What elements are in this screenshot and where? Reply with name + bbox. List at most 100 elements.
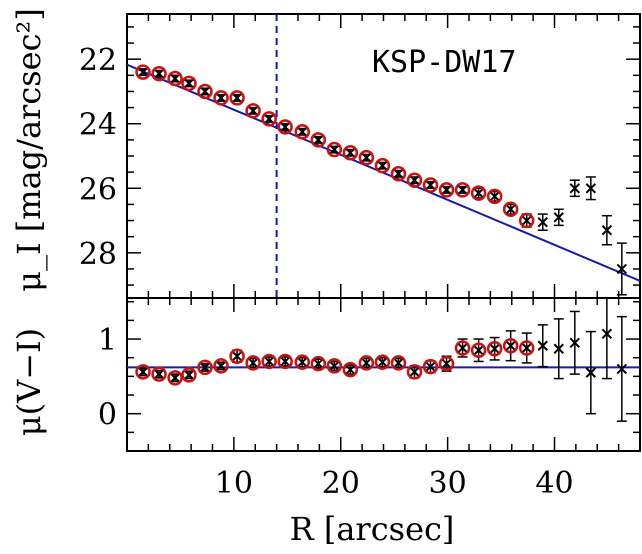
top-cross-marker [297, 126, 308, 138]
x-tick-label: 10 [215, 466, 253, 501]
top-cross-marker [263, 113, 275, 125]
top-circle-marker [151, 65, 167, 82]
bottom-data-group [127, 298, 640, 422]
top-cross-marker [361, 152, 372, 163]
top-cross-marker [425, 179, 436, 191]
bottom-cross-marker [425, 361, 436, 372]
bottom-circle-marker [470, 342, 487, 358]
top-circle-marker [502, 201, 519, 217]
bottom-circle-marker [406, 364, 423, 380]
bottom-circle-marker [438, 355, 455, 372]
bottom-cross-marker [297, 356, 308, 368]
bottom-cross-marker [585, 367, 597, 378]
top-y-tick-label: 24 [79, 108, 117, 143]
bottom-cross-marker [457, 342, 468, 354]
bottom-panel: 0 1 10 20 30 40 [98, 298, 641, 501]
top-y-tick-label: 22 [79, 43, 117, 78]
top-circle-marker [135, 64, 151, 80]
bottom-cross-marker [521, 342, 532, 354]
top-circle-marker [245, 103, 261, 119]
top-circle-marker [374, 157, 391, 174]
bottom-cross-marker [215, 360, 227, 372]
bottom-cross-marker [137, 366, 149, 378]
top-cross-marker [377, 160, 388, 171]
top-circle-marker [261, 111, 277, 127]
top-panel: 22 24 26 28 [79, 14, 641, 298]
top-cross-marker [409, 174, 420, 186]
bottom-circle-marker [374, 354, 391, 370]
top-cross-marker [569, 183, 581, 194]
bottom-cross-marker [231, 351, 243, 362]
top-circle-marker [358, 149, 375, 166]
bottom-cross-marker [279, 356, 291, 367]
x-tick-label: 40 [535, 466, 573, 501]
bottom-circle-marker [326, 358, 343, 374]
bottom-cross-marker [393, 357, 404, 369]
top-circle-marker [213, 90, 229, 106]
top-cross-marker [441, 184, 452, 196]
bottom-circle-marker [486, 341, 503, 357]
top-cross-marker [199, 86, 211, 97]
bottom-cross-marker [377, 356, 388, 368]
top-cross-marker [231, 92, 243, 104]
top-y-axis-label-text: μ_I [mag/arcsec²] [10, 8, 48, 292]
top-cross-marker [601, 225, 613, 236]
top-cross-marker [505, 204, 516, 215]
bottom-y-tick-label: 0 [98, 398, 117, 433]
x-tick-label: 30 [429, 466, 467, 501]
top-circle-marker [181, 75, 197, 92]
top-cross-marker [585, 183, 597, 194]
bottom-circle-marker [261, 353, 277, 370]
bottom-cross-marker [169, 372, 181, 384]
bottom-cross-marker [345, 364, 356, 375]
bottom-cross-marker [505, 340, 516, 351]
top-cross-marker [215, 92, 227, 104]
top-y-axis-label: μ_I [mag/arcsec²] [10, 8, 48, 292]
top-y-tick-label: 26 [79, 172, 117, 207]
top-circle-marker [422, 177, 439, 193]
bottom-circle-marker [310, 355, 327, 372]
chart-title: KSP-DW17 [372, 45, 517, 80]
bottom-circle-marker [294, 354, 311, 370]
bottom-cross-marker [361, 357, 372, 369]
top-circle-marker [310, 132, 327, 148]
top-cross-marker [183, 78, 195, 89]
bottom-y-axis-label-text: μ(V−I) [10, 328, 48, 436]
top-cross-marker [279, 121, 291, 133]
top-cross-marker [537, 216, 548, 228]
bottom-cross-marker [329, 360, 340, 372]
bottom-circle-marker [167, 370, 183, 386]
bottom-circle-marker [502, 338, 519, 354]
top-data-group [127, 63, 640, 296]
bottom-cross-marker [409, 366, 420, 378]
bottom-y-axis-label: μ(V−I) [10, 328, 48, 436]
bottom-cross-marker [247, 357, 259, 369]
bottom-cross-marker [199, 362, 211, 373]
bottom-circle-marker [518, 340, 535, 356]
bottom-circle-marker [151, 366, 167, 382]
bottom-circle-marker [181, 367, 197, 383]
bottom-circle-marker [454, 340, 471, 356]
bottom-cross-marker [489, 343, 500, 354]
bottom-circle-marker [422, 358, 439, 375]
bottom-cross-marker [473, 345, 484, 356]
top-cross-marker [393, 168, 404, 179]
bottom-circle-marker [213, 358, 229, 374]
top-cross-marker [313, 134, 324, 146]
top-circle-marker [454, 182, 471, 198]
top-circle-marker [486, 188, 503, 205]
top-cross-marker [345, 147, 356, 158]
bottom-circle-marker [358, 355, 375, 371]
top-cross-marker [457, 184, 468, 196]
bottom-cross-marker [183, 369, 195, 381]
bottom-y-tick-label: 1 [98, 323, 117, 358]
top-circle-marker [470, 185, 487, 201]
top-cross-marker [153, 68, 165, 79]
bottom-cross-marker [601, 328, 613, 340]
bottom-cross-marker [153, 368, 165, 380]
top-circle-marker [294, 124, 311, 140]
top-circle-marker [167, 70, 183, 87]
bottom-circle-marker [277, 353, 293, 370]
top-circle-marker [438, 182, 455, 198]
